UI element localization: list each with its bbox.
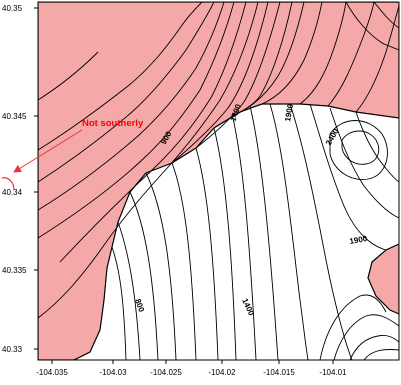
contour-label: 1900 (349, 234, 369, 246)
x-axis-tick-label: -104.015 (263, 368, 295, 377)
x-axis: -104.035 -104.03 -104.025 -104.02 -104.015 -1… (36, 360, 347, 377)
not-southerly-region-right (367, 243, 399, 315)
callout-circle-fragment (1, 177, 15, 191)
y-axis-tick-label: 40.33 (2, 345, 23, 354)
not-southerly-region (38, 2, 399, 360)
contour-lines-lower (111, 103, 399, 360)
x-axis-tick-label: -104.01 (319, 368, 347, 377)
callout-arrow (13, 129, 83, 173)
y-axis: 40.35 40.345 40.34 40.335 40.33 (2, 4, 38, 354)
y-axis-tick-label: 40.335 (2, 266, 27, 275)
contour-lines-upper (38, 2, 399, 319)
y-axis-tick-label: 40.345 (2, 112, 27, 121)
x-axis-tick-label: -104.03 (99, 368, 127, 377)
plot-frame (37, 1, 400, 361)
callout-label: Not southerly (82, 118, 144, 129)
x-axis-tick-label: -104.025 (150, 368, 182, 377)
x-axis-tick-label: -104.02 (208, 368, 236, 377)
y-axis-tick-label: 40.34 (2, 188, 23, 197)
contour-label: 800 (133, 298, 146, 314)
callout: Not southerly (1, 118, 144, 191)
contour-label: 1900 (283, 103, 295, 123)
x-axis-tick-label: -104.035 (36, 368, 68, 377)
y-axis-tick-label: 40.35 (2, 4, 23, 13)
